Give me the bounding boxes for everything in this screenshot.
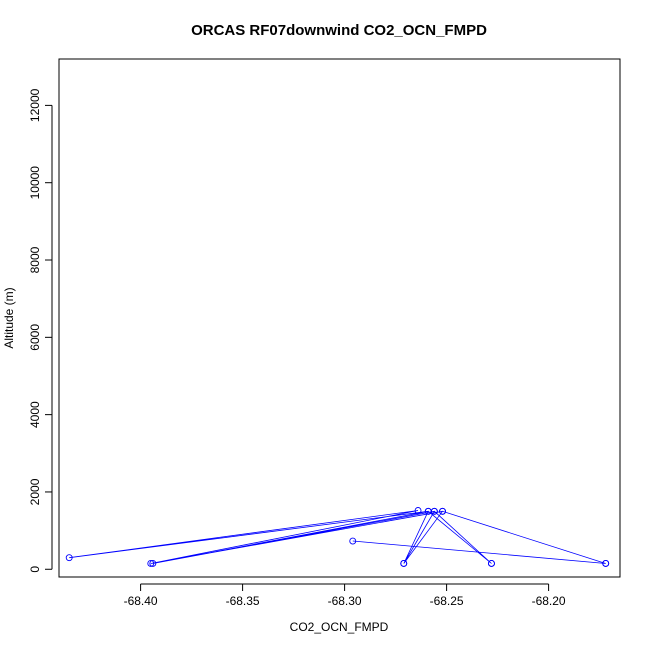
data-point: [400, 560, 408, 567]
y-tick-label: 2000: [28, 478, 42, 505]
x-tick-label: -68.25: [430, 594, 464, 608]
x-tick-label: -68.40: [124, 594, 158, 608]
y-tick-label: 8000: [28, 246, 42, 273]
data-point: [65, 554, 73, 562]
y-tick-label: 4000: [28, 401, 42, 428]
plot-frame: [58, 58, 621, 578]
chart-title: ORCAS RF07downwind CO2_OCN_FMPD: [191, 22, 487, 39]
x-tick-label: -68.30: [328, 594, 362, 608]
x-tick-label: -68.20: [532, 594, 566, 608]
y-axis: 0 2000 4000 6000 8000 10000 12000: [28, 88, 53, 573]
data-series: [65, 507, 610, 567]
data-point: [439, 507, 446, 515]
y-tick-label: 10000: [28, 166, 42, 200]
y-axis-label: Altitude (m): [2, 287, 16, 348]
data-point: [349, 537, 357, 545]
y-tick-label: 12000: [28, 88, 42, 122]
data-point: [149, 560, 157, 567]
y-tick-label: 0: [28, 566, 42, 573]
data-point: [414, 507, 422, 514]
data-point: [147, 560, 155, 567]
x-axis-label: CO2_OCN_FMPD: [290, 620, 389, 634]
x-axis: -68.40 -68.35 -68.30 -68.25 -68.20: [124, 583, 566, 608]
series-line: [69, 510, 606, 564]
y-tick-label: 6000: [28, 324, 42, 351]
data-point: [488, 560, 495, 567]
x-tick-label: -68.35: [226, 594, 260, 608]
data-point: [602, 560, 610, 567]
data-point: [430, 507, 438, 515]
